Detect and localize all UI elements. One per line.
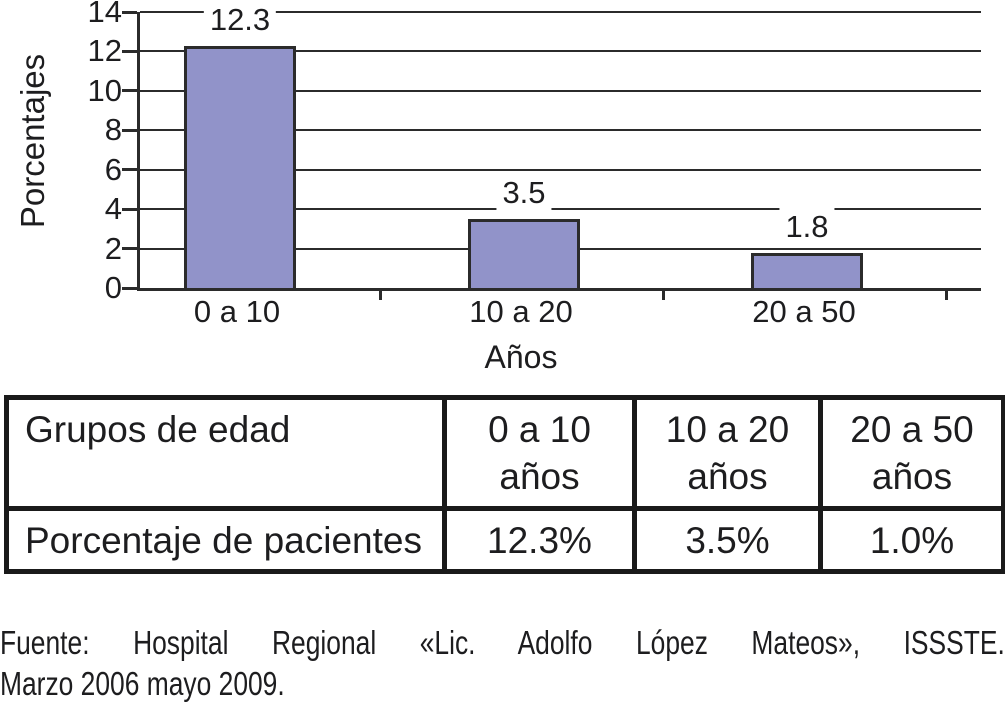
y-tick-4 (122, 207, 137, 211)
table-cell-value-1: 12.3% (442, 506, 637, 574)
y-tick-0 (122, 286, 137, 290)
y-tick-label-6: 6 (104, 151, 122, 187)
table-cell-row-label: Porcentaje de pacientes (4, 506, 447, 574)
table-cell-group-3: 20 a 50 años (818, 395, 1005, 511)
bar-10-a-20 (468, 219, 580, 288)
gridline-14 (140, 11, 981, 13)
table-row-percentages: Porcentaje de pacientes 12.3% 3.5% 1.0% (4, 506, 1005, 574)
bar-value-label: 3.5 (496, 174, 552, 211)
y-tick-12 (122, 49, 137, 53)
x-tick-label: 10 a 20 (469, 294, 573, 329)
table-cell-group-1: 0 a 10 años (442, 395, 637, 511)
source-line-2: Marzo 2006 mayo 2009. (0, 665, 285, 702)
bar-value-label: 12.3 (203, 0, 277, 38)
y-tick-label-12: 12 (87, 33, 122, 69)
bar-0-a-10 (184, 45, 296, 288)
y-tick-label-10: 10 (87, 72, 122, 108)
y-tick-14 (122, 10, 137, 14)
source-line-1: Fuente: Hospital Regional «Lic. Adolfo L… (0, 624, 1005, 661)
bar-20-a-50 (751, 252, 863, 288)
x-axis-title: Años (484, 339, 558, 375)
x-tick-label: 0 a 10 (193, 294, 281, 329)
y-tick-label-0: 0 (104, 269, 122, 305)
y-tick-8 (122, 128, 137, 132)
gridline-8 (140, 129, 981, 132)
source-note: Fuente: Hospital Regional «Lic. Adolfo L… (0, 622, 1005, 704)
table-cell-value-2: 3.5% (632, 506, 823, 574)
table-cell-row-label: Grupos de edad (4, 395, 447, 511)
gridline-10 (140, 89, 981, 92)
y-tick-10 (122, 89, 137, 93)
gridline-6 (140, 168, 981, 171)
y-tick-2 (122, 247, 137, 251)
data-table: Grupos de edad 0 a 10 años 10 a 20 años … (4, 395, 1005, 574)
x-tick-2 (945, 291, 948, 300)
table-row-age-groups: Grupos de edad 0 a 10 años 10 a 20 años … (4, 395, 1005, 511)
table-cell-group-2: 10 a 20 años (632, 395, 823, 511)
x-tick-label: 20 a 50 (752, 294, 856, 329)
y-tick-label-14: 14 (87, 0, 122, 29)
x-tick-1 (662, 291, 665, 300)
plot-area: 12.3 3.5 1.8 (137, 0, 981, 291)
y-tick-label-2: 2 (104, 230, 122, 266)
gridline-4 (140, 208, 981, 211)
y-tick-label-8: 8 (104, 112, 122, 148)
bar-value-label: 1.8 (779, 207, 835, 245)
table-cell-value-3: 1.0% (818, 506, 1005, 574)
y-tick-label-4: 4 (104, 191, 122, 227)
y-tick-6 (122, 168, 137, 172)
gridline-12 (140, 50, 981, 53)
x-tick-0 (379, 291, 382, 300)
bar-chart: Porcentajes 12.3 3.5 1.8 0 2 4 6 8 10 12 14 0 a 10… (14, 0, 981, 375)
